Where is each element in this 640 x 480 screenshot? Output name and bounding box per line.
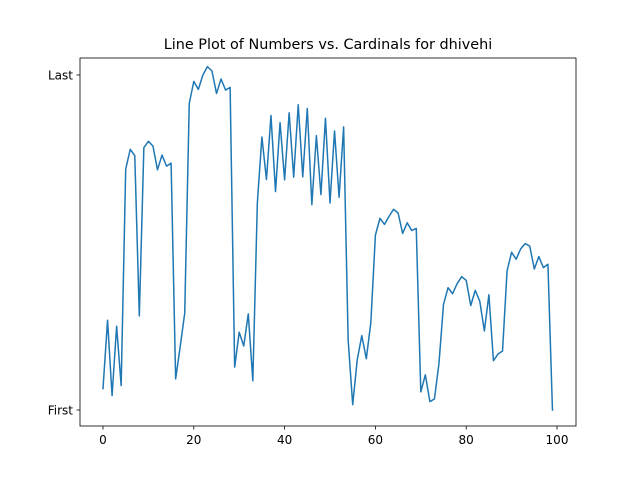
y-tick-label: First <box>48 404 74 418</box>
series-line-0 <box>102 65 554 411</box>
chart-title: Line Plot of Numbers vs. Cardinals for d… <box>164 37 493 53</box>
x-tick-label: 60 <box>368 433 383 447</box>
axes-frame <box>79 57 577 427</box>
plot-area: 0 20 40 60 80 100 First Last <box>48 57 577 447</box>
x-tick-label: 20 <box>186 433 201 447</box>
x-tick-label: 100 <box>546 433 569 447</box>
x-tick-label: 40 <box>277 433 292 447</box>
x-tick-label: 0 <box>99 433 107 447</box>
y-tick-label: Last <box>48 69 73 83</box>
x-tick-label: 80 <box>459 433 474 447</box>
